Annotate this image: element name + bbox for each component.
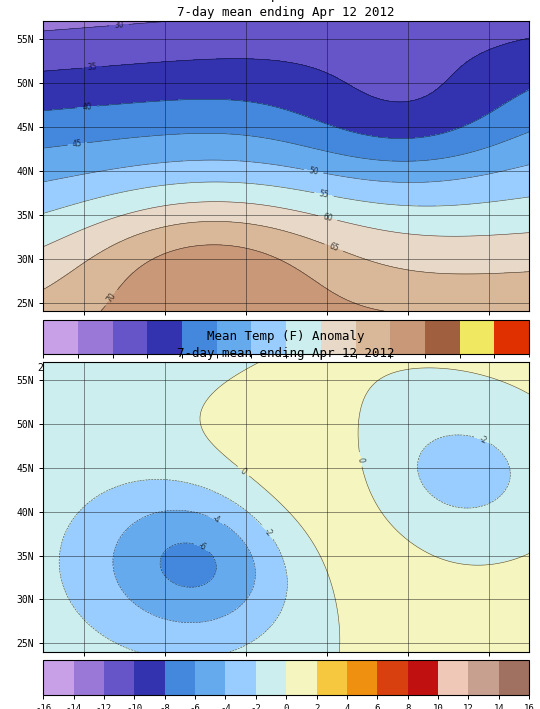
Text: 0: 0 xyxy=(239,467,248,476)
Text: 30: 30 xyxy=(114,21,124,30)
Text: 65: 65 xyxy=(328,242,340,254)
Text: 35: 35 xyxy=(87,62,97,72)
Text: -6: -6 xyxy=(197,541,207,553)
Text: 70: 70 xyxy=(105,291,118,304)
Text: 45: 45 xyxy=(72,139,83,149)
Text: -4: -4 xyxy=(211,514,222,525)
Text: 55: 55 xyxy=(319,189,329,200)
Title: Mean Temperature (F)
7-day mean ending Apr 12 2012: Mean Temperature (F) 7-day mean ending A… xyxy=(178,0,395,18)
Text: 40: 40 xyxy=(82,102,92,112)
Text: -2: -2 xyxy=(477,435,488,445)
Text: 50: 50 xyxy=(308,166,319,177)
Title: Mean Temp (F) Anomaly
7-day mean ending Apr 12 2012: Mean Temp (F) Anomaly 7-day mean ending … xyxy=(178,330,395,359)
Text: -2: -2 xyxy=(262,527,274,538)
Text: 60: 60 xyxy=(322,213,333,223)
Text: 0: 0 xyxy=(356,457,366,463)
